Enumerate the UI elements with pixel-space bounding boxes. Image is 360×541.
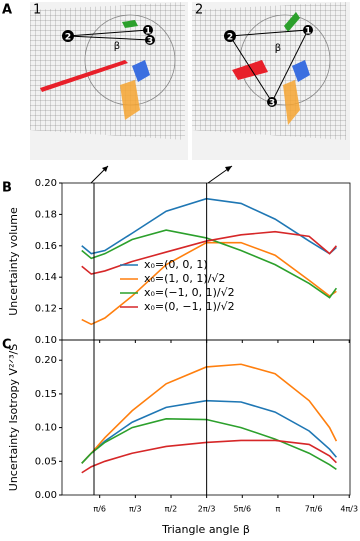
series-line [81, 399, 337, 464]
legend-label: x₀=(1, 0, 1)/√2 [144, 272, 225, 285]
orange-plane [120, 80, 140, 120]
x-tick-label: π/2 [165, 505, 178, 514]
node [62, 30, 74, 42]
node-label: 2 [227, 33, 233, 43]
node-label: 1 [305, 27, 311, 37]
legend-label: x₀=(−1, 0, 1)/√2 [144, 286, 235, 299]
y-axis-label: Uncertainty Isotropy V²ᐟ³/S [7, 344, 20, 491]
y-tick-label: 0.20 [35, 178, 57, 189]
red-plane [232, 60, 268, 80]
y-tick-label: 0.14 [35, 272, 57, 283]
arrow-head [102, 166, 108, 172]
x-tick-label: π [276, 505, 281, 514]
sphere [239, 14, 331, 106]
blue-plane [292, 60, 310, 82]
grid-wall [192, 2, 346, 140]
orange-plane [283, 80, 300, 125]
x-axis-label: Triangle angle β [161, 523, 250, 536]
panel-label: C [2, 338, 12, 353]
panel-label: A [2, 3, 12, 18]
x-tick-label: π/3 [129, 505, 142, 514]
y-tick-label: 0.10 [35, 423, 57, 434]
angle-label: β [275, 43, 281, 54]
node [143, 25, 153, 35]
plot-frame [61, 339, 351, 496]
node [224, 30, 236, 42]
y-tick-label: 0.16 [35, 241, 57, 252]
angle-label: β [114, 41, 120, 52]
series-line [81, 418, 337, 471]
x-tick-label: 5π/6 [233, 505, 251, 514]
node-label: 2 [65, 33, 71, 43]
view-label: 1 [33, 3, 41, 18]
y-tick-label: 0.05 [35, 456, 57, 467]
panel-label: B [2, 181, 12, 196]
y-tick-label: 0.18 [35, 209, 57, 220]
y-tick-label: 0.00 [35, 490, 57, 501]
blue-plane [132, 60, 150, 82]
node-label: 3 [269, 99, 275, 109]
series-line [81, 439, 337, 474]
view-1: 1 2 3 β 1 [30, 2, 188, 160]
y-tick-label: 0.20 [35, 355, 57, 366]
arrow-head [225, 166, 232, 172]
legend-label: x₀=(0, −1, 1)/√2 [144, 300, 235, 313]
green-plane [284, 12, 300, 32]
red-plane [40, 60, 128, 92]
y-axis-label: Uncertainty volume [7, 207, 20, 316]
x-tick-label: 2π/3 [198, 505, 216, 514]
x-tick-label: 7π/6 [305, 505, 323, 514]
y-tick-label: 0.10 [35, 335, 57, 346]
node-label: 1 [145, 27, 151, 37]
node [145, 35, 155, 45]
triangle [229, 29, 309, 104]
series-line [81, 230, 337, 275]
node [303, 25, 313, 35]
view-2: 1 2 3 β 2 [192, 2, 350, 160]
legend-label: x₀=(0, 0, 1) [144, 258, 208, 271]
triangle [67, 29, 151, 41]
grid-wall [30, 2, 185, 140]
node [267, 97, 277, 107]
node-label: 3 [147, 37, 153, 47]
view-label: 2 [195, 3, 203, 18]
x-tick-label: 4π/3 [340, 505, 358, 514]
green-plane [122, 20, 138, 28]
y-tick-label: 0.15 [35, 389, 57, 400]
y-tick-label: 0.12 [35, 304, 57, 315]
x-tick-label: π/6 [93, 505, 106, 514]
